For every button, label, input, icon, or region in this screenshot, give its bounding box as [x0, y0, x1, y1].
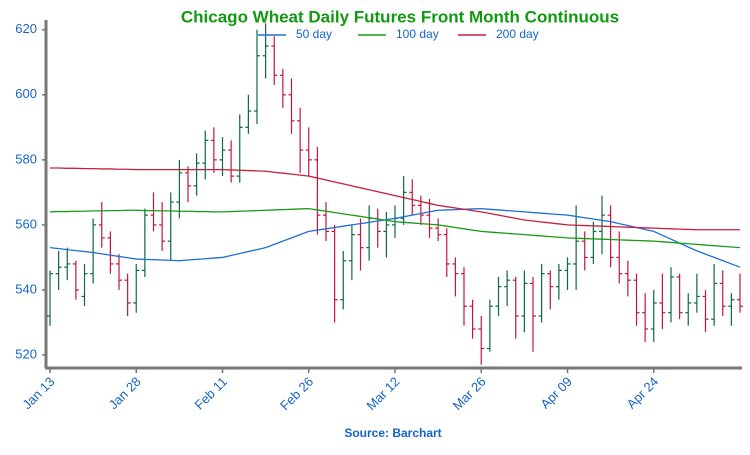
x-tick-label: Feb 11 — [192, 374, 231, 413]
legend-label: 100 day — [396, 27, 439, 41]
x-tick-label: Feb 26 — [277, 374, 316, 413]
chart-title: Chicago Wheat Daily Futures Front Month … — [181, 7, 619, 26]
legend-label: 50 day — [296, 27, 332, 41]
moving-average — [50, 167, 740, 231]
x-tick-label: Apr 24 — [624, 374, 662, 412]
x-tick-label: Jan 13 — [19, 374, 57, 412]
x-tick-label: Jan 28 — [106, 374, 144, 412]
moving-average — [49, 207, 741, 268]
y-tick-label: 600 — [15, 86, 37, 101]
y-tick-label: 560 — [15, 216, 37, 231]
moving-average — [49, 207, 741, 249]
y-tick-label: 520 — [15, 346, 37, 361]
y-tick-label: 620 — [15, 21, 37, 36]
x-tick-label: Mar 12 — [363, 374, 402, 413]
x-tick-label: Apr 09 — [537, 374, 575, 412]
source: Source: Barchart — [344, 426, 441, 440]
x-tick-label: Mar 26 — [450, 374, 489, 413]
legend-label: 200 day — [496, 27, 539, 41]
y-tick-label: 580 — [15, 151, 37, 166]
y-tick-label: 540 — [15, 281, 37, 296]
